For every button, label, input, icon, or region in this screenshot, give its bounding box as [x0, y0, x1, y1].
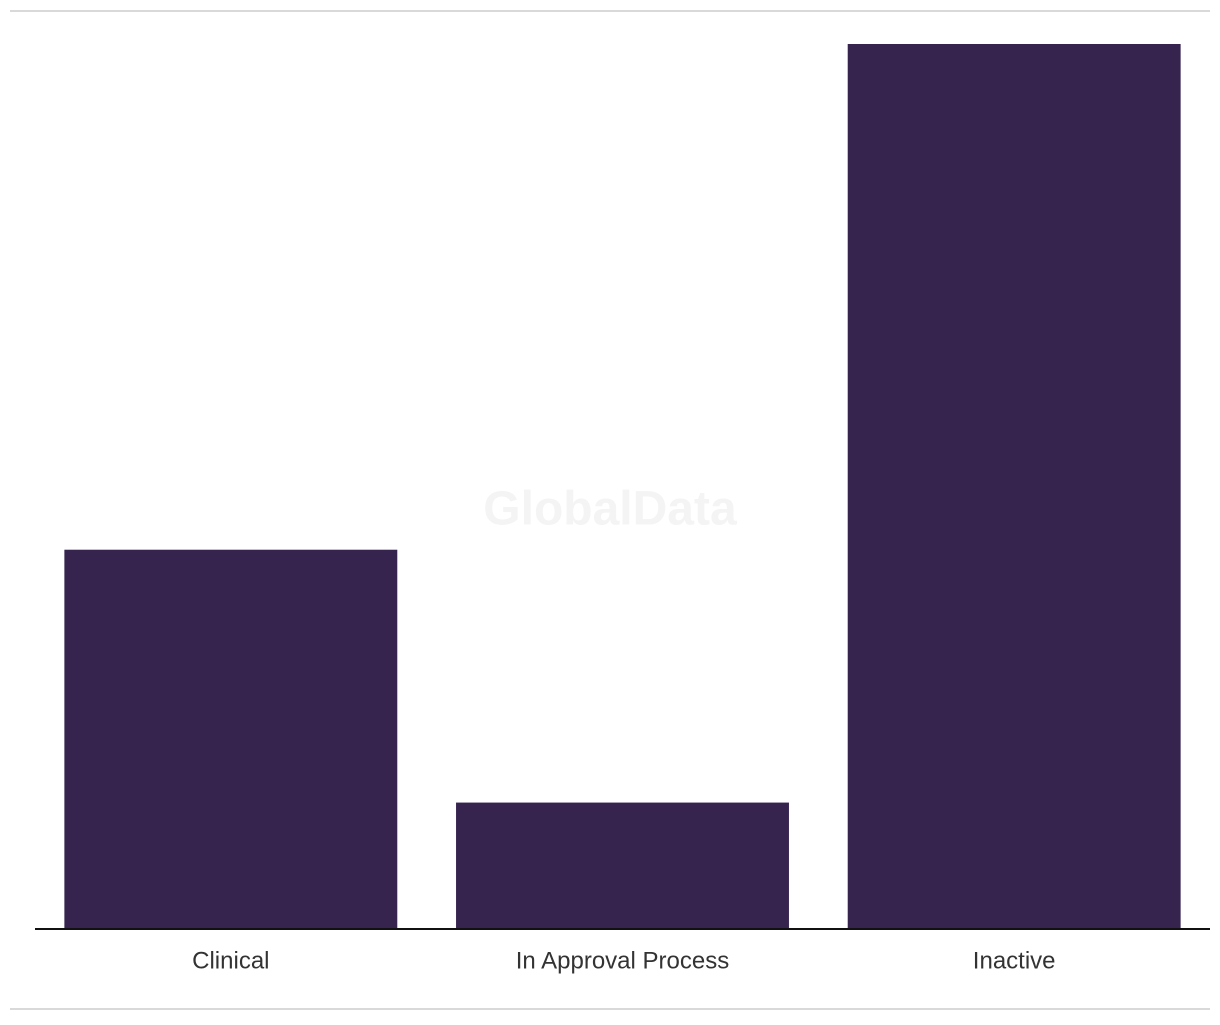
watermark: GlobalData [483, 483, 737, 536]
x-tick-label: In Approval Process [516, 947, 729, 974]
bar [847, 44, 1181, 929]
bar [64, 549, 398, 929]
x-tick-label: Clinical [192, 947, 269, 974]
bar [456, 802, 789, 929]
x-tick-label: Inactive [973, 947, 1056, 974]
